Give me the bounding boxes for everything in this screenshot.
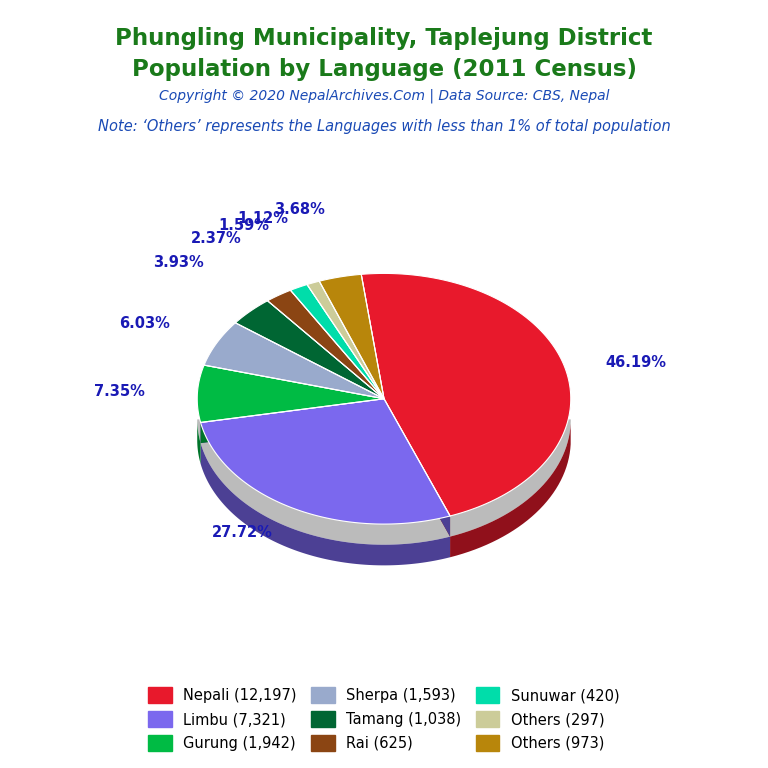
Text: 7.35%: 7.35%: [94, 384, 145, 399]
Text: 3.68%: 3.68%: [273, 203, 325, 217]
Polygon shape: [200, 443, 450, 565]
Polygon shape: [204, 323, 384, 399]
Polygon shape: [384, 399, 450, 537]
Text: 1.59%: 1.59%: [218, 218, 269, 233]
Polygon shape: [384, 399, 450, 537]
Polygon shape: [200, 399, 450, 524]
Text: 3.93%: 3.93%: [153, 256, 204, 270]
Polygon shape: [197, 365, 384, 422]
Text: 1.12%: 1.12%: [237, 211, 288, 227]
Polygon shape: [307, 281, 384, 399]
Text: 27.72%: 27.72%: [212, 525, 273, 540]
Polygon shape: [361, 273, 571, 516]
Text: Copyright © 2020 NepalArchives.Com | Data Source: CBS, Nepal: Copyright © 2020 NepalArchives.Com | Dat…: [159, 88, 609, 103]
Polygon shape: [197, 419, 571, 545]
Polygon shape: [200, 399, 384, 443]
Text: Phungling Municipality, Taplejung District: Phungling Municipality, Taplejung Distri…: [115, 27, 653, 50]
Polygon shape: [450, 424, 571, 558]
Polygon shape: [319, 274, 384, 399]
Polygon shape: [290, 284, 384, 399]
Text: Note: ‘Others’ represents the Languages with less than 1% of total population: Note: ‘Others’ represents the Languages …: [98, 119, 670, 134]
Polygon shape: [267, 290, 384, 399]
Text: 6.03%: 6.03%: [119, 316, 170, 331]
Polygon shape: [200, 399, 384, 443]
Text: Population by Language (2011 Census): Population by Language (2011 Census): [131, 58, 637, 81]
Text: 2.37%: 2.37%: [191, 230, 242, 246]
Polygon shape: [197, 420, 200, 464]
Text: 46.19%: 46.19%: [605, 355, 666, 369]
Polygon shape: [236, 301, 384, 399]
Legend: Nepali (12,197), Limbu (7,321), Gurung (1,942), Sherpa (1,593), Tamang (1,038), : Nepali (12,197), Limbu (7,321), Gurung (…: [142, 681, 626, 757]
